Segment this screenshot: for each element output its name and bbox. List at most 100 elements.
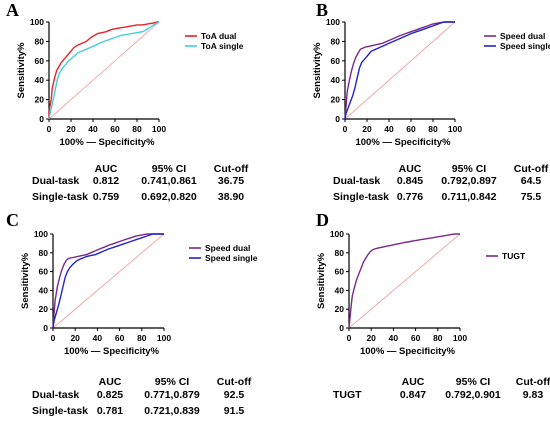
roc-series-line — [48, 21, 160, 120]
y-tick-label: 0 — [335, 114, 340, 124]
reference-diagonal-line — [48, 21, 160, 120]
y-tick-label: 100 — [30, 17, 44, 27]
table-cell-auc: 0.825 — [97, 389, 123, 401]
x-tick-label: 100 — [453, 333, 467, 343]
table-header-ci: 95% CI — [452, 163, 487, 175]
y-tick-label: 60 — [35, 56, 45, 66]
x-tick-label: 80 — [433, 333, 443, 343]
table-row-label: Single-task — [333, 191, 389, 203]
panel-label: D — [316, 210, 329, 230]
x-tick-label: 80 — [137, 333, 147, 343]
y-tick-label: 20 — [39, 304, 49, 314]
y-tick-label: 60 — [335, 267, 345, 277]
x-tick-label: 40 — [88, 124, 98, 134]
roc-series-line — [344, 21, 455, 120]
x-tick-label: 80 — [428, 124, 438, 134]
x-axis-title: 100% — Specificity% — [355, 137, 451, 148]
x-axis-title: 100% — Specificity% — [59, 137, 155, 148]
legend-label: ToA single — [201, 41, 244, 51]
legend-label: TUGT — [502, 251, 526, 261]
table-cell-auc: 0.812 — [93, 175, 119, 187]
x-tick-label: 60 — [406, 124, 416, 134]
table-header-auc: AUC — [402, 376, 425, 388]
table-header-cutoff: Cut-off — [516, 376, 550, 388]
roc-panel-a: A 0 20 40 60 80 100 0 20 40 60 80 100 100% — Specific… — [6, 0, 249, 203]
table-cell-cutoff: 9.83 — [523, 389, 544, 401]
table-row-label: Dual-task — [32, 175, 79, 187]
table-header-cutoff: Cut-off — [214, 163, 249, 175]
table-cell-cutoff: 64.5 — [521, 175, 542, 187]
table-header-auc: AUC — [99, 376, 122, 388]
y-tick-label: 0 — [43, 323, 48, 333]
roc-series-line — [344, 21, 455, 120]
table-cell-auc: 0.776 — [397, 191, 423, 203]
x-axis-title: 100% — Specificity% — [64, 346, 160, 357]
y-tick-label: 20 — [335, 304, 345, 314]
x-tick-label: 0 — [47, 124, 52, 134]
roc-series-line — [52, 233, 164, 329]
y-tick-label: 40 — [39, 285, 49, 295]
table-header-cutoff: Cut-off — [217, 376, 252, 388]
roc-panel-c: C 0 20 40 60 80 100 0 20 40 60 80 100 100% — Specific… — [6, 210, 258, 417]
table-cell-auc: 0.845 — [397, 175, 423, 187]
x-tick-label: 80 — [132, 124, 142, 134]
table-cell-ci: 0.741,0.861 — [141, 175, 197, 187]
y-tick-label: 80 — [331, 36, 341, 46]
table-cell-auc: 0.781 — [97, 405, 123, 417]
x-axis-title: 100% — Specificity% — [360, 346, 456, 357]
x-tick-label: 20 — [66, 124, 76, 134]
x-tick-label: 40 — [384, 124, 394, 134]
x-tick-label: 20 — [362, 124, 372, 134]
x-tick-label: 100 — [157, 333, 171, 343]
panel-label: B — [316, 0, 328, 20]
table-row-label: TUGT — [333, 389, 362, 401]
y-tick-label: 0 — [39, 114, 44, 124]
table-cell-ci: 0.771,0.879 — [144, 389, 200, 401]
x-tick-label: 100 — [152, 124, 166, 134]
x-tick-label: 20 — [70, 333, 80, 343]
table-row-label: Dual-task — [333, 175, 380, 187]
y-tick-label: 40 — [35, 75, 45, 85]
x-tick-label: 0 — [347, 333, 352, 343]
legend-label: Speed dual — [500, 31, 545, 41]
table-row-label: Single-task — [32, 405, 88, 417]
y-tick-label: 100 — [34, 229, 48, 239]
y-tick-label: 20 — [35, 95, 45, 105]
y-axis-title: Sensitivity% — [20, 252, 31, 309]
roc-series-line — [348, 233, 460, 329]
x-tick-label: 0 — [343, 124, 348, 134]
y-tick-label: 80 — [35, 36, 45, 46]
x-tick-label: 0 — [51, 333, 56, 343]
legend-label: Speed dual — [205, 243, 250, 253]
table-cell-ci: 0.721,0.839 — [144, 405, 200, 417]
legend-label: Speed single — [500, 41, 550, 51]
y-tick-label: 100 — [330, 229, 344, 239]
y-tick-label: 100 — [326, 17, 340, 27]
y-tick-label: 40 — [331, 75, 341, 85]
table-cell-cutoff: 91.5 — [224, 405, 245, 417]
legend-label: ToA dual — [201, 31, 236, 41]
table-header-ci: 95% CI — [152, 163, 187, 175]
y-tick-label: 80 — [39, 248, 49, 258]
roc-series-line — [52, 233, 164, 329]
table-cell-cutoff: 92.5 — [224, 389, 245, 401]
table-row-label: Single-task — [32, 191, 88, 203]
y-tick-label: 80 — [335, 248, 345, 258]
y-tick-label: 40 — [335, 285, 345, 295]
roc-panel-d: D 0 20 40 60 80 100 0 20 40 60 80 100 100% — Specific… — [316, 210, 550, 401]
y-axis-title: Sensitivity% — [316, 252, 327, 309]
table-cell-ci: 0.792,0.897 — [441, 175, 497, 187]
x-tick-label: 60 — [411, 333, 421, 343]
y-tick-label: 20 — [331, 95, 341, 105]
panel-label: C — [6, 210, 19, 230]
table-cell-ci: 0.792,0.901 — [445, 389, 501, 401]
x-tick-label: 100 — [448, 124, 462, 134]
reference-diagonal-line — [344, 21, 456, 120]
x-tick-label: 20 — [366, 333, 376, 343]
y-tick-label: 60 — [331, 56, 341, 66]
table-cell-cutoff: 38.90 — [218, 191, 244, 203]
table-header-ci: 95% CI — [456, 376, 491, 388]
table-header-auc: AUC — [399, 163, 422, 175]
y-tick-label: 60 — [39, 267, 49, 277]
